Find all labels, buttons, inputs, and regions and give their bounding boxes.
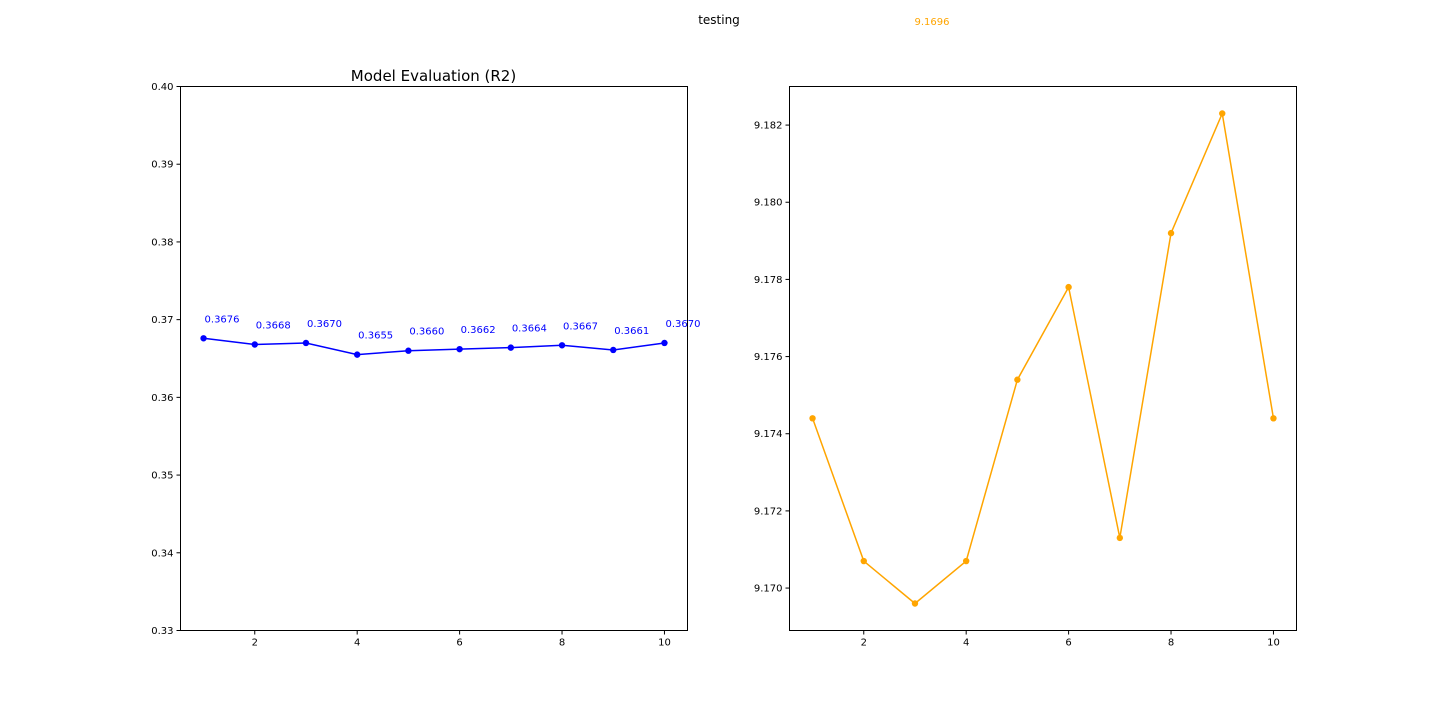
chart-second-data-point — [1065, 283, 1072, 291]
chart-r2-data-label: 0.3664 — [512, 324, 547, 335]
chart-r2-data-label: 0.3667 — [563, 321, 598, 332]
chart-r2-data-point — [200, 335, 207, 342]
chart-second-y-tick-label: 9.174 — [754, 429, 783, 440]
chart-second-data-point — [809, 415, 816, 422]
chart-r2-y-tick-label: 0.35 — [151, 471, 173, 482]
chart-second-data-point — [1219, 110, 1226, 117]
figure-title: testing — [698, 13, 740, 27]
chart-second-y-tick-label: 9.176 — [754, 352, 783, 363]
chart-r2-x-axis: 2 4 6 8 10 — [252, 630, 671, 649]
chart-second-data-point — [860, 557, 867, 565]
chart-second-y-tick-label: 9.180 — [754, 198, 783, 209]
chart-second-data-point — [1270, 415, 1277, 422]
chart-r2-data-label: 0.3670 — [665, 319, 700, 330]
chart-r2-data-point — [302, 339, 310, 347]
chart-r2-data-point — [661, 339, 668, 347]
chart-r2: Model Evaluation (R2) 2 4 6 8 10 0.330.340.3… — [151, 67, 700, 649]
chart-second-y-tick-label: 9.170 — [754, 584, 783, 595]
chart-r2-x-tick-label: 6 — [456, 638, 462, 649]
chart-second-y-tick-label: 9.182 — [754, 121, 783, 132]
chart-r2-y-axis: 0.33 0.34 0.35 0.36 0.37 0.38 0.39 0.40 — [151, 82, 181, 637]
chart-second-y-tick-label: 9.178 — [754, 275, 783, 286]
chart-r2-y-tick-label: 0.38 — [151, 237, 173, 248]
chart-r2-data-label: 0.3660 — [409, 327, 444, 338]
chart-second-x-tick-label: 4 — [963, 638, 969, 649]
chart-r2-series-line — [203, 337, 665, 356]
chart-r2-x-tick-label: 10 — [658, 638, 671, 649]
chart-r2-y-tick-label: 0.39 — [151, 160, 173, 171]
chart-r2-data-label: 0.3662 — [461, 325, 496, 336]
orphan-data-label: 9.1696 — [915, 17, 950, 28]
chart-r2-series: 0.3676 0.3668 0.3670 0.3655 0.3660 0.3662 0.36… — [200, 314, 700, 358]
chart-r2-data-point — [610, 346, 617, 354]
chart-second-data-point — [1116, 534, 1124, 542]
chart-second-data-point — [1167, 229, 1175, 237]
chart-second-x-axis: 2 4 6 8 10 — [861, 630, 1280, 649]
chart-second: 2 4 6 8 10 9.1709.1729.1749.1769.1789.1809.1… — [754, 86, 1297, 649]
chart-second-x-tick-label: 2 — [861, 638, 867, 649]
chart-r2-data-label: 0.3661 — [614, 326, 649, 337]
chart-r2-data-point — [353, 351, 361, 358]
chart-r2-x-tick-label: 2 — [252, 638, 258, 649]
chart-second-x-tick-label: 8 — [1168, 638, 1174, 649]
chart-second-data-point — [962, 557, 970, 565]
chart-r2-y-tick-label: 0.40 — [151, 82, 173, 93]
chart-second-x-tick-label: 10 — [1267, 638, 1280, 649]
chart-r2-data-point — [456, 345, 463, 353]
chart-r2-data-point — [251, 341, 258, 348]
chart-second-data-point — [1014, 376, 1021, 383]
chart-second-data-point — [911, 600, 919, 607]
chart-r2-data-label: 0.3655 — [358, 331, 393, 342]
chart-r2-y-tick-label: 0.37 — [151, 315, 173, 326]
chart-r2-title: Model Evaluation (R2) — [351, 67, 516, 85]
chart-second-y-axis: 9.170 9.172 9.174 9.176 9.178 9.180 9.182 — [754, 121, 790, 595]
chart-r2-x-tick-label: 4 — [354, 638, 360, 649]
chart-second-x-tick-label: 6 — [1065, 638, 1071, 649]
chart-second-series-line — [811, 110, 1275, 605]
chart-r2-y-tick-label: 0.34 — [151, 548, 173, 559]
chart-r2-data-label: 0.3676 — [205, 314, 240, 325]
chart-r2-y-tick-label: 0.33 — [151, 626, 173, 637]
chart-r2-data-point — [405, 347, 412, 354]
chart-r2-data-label: 0.3670 — [307, 319, 342, 330]
chart-r2-data-point — [507, 344, 515, 351]
chart-r2-data-label: 0.3668 — [256, 321, 291, 332]
chart-r2-data-point — [558, 342, 566, 349]
chart-second-y-tick-label: 9.172 — [754, 506, 783, 517]
chart-second-series — [809, 110, 1277, 607]
chart-second-frame — [789, 86, 1297, 631]
chart-r2-frame — [180, 86, 688, 631]
chart-r2-y-tick-label: 0.36 — [151, 393, 173, 404]
chart-r2-x-tick-label: 8 — [559, 638, 565, 649]
